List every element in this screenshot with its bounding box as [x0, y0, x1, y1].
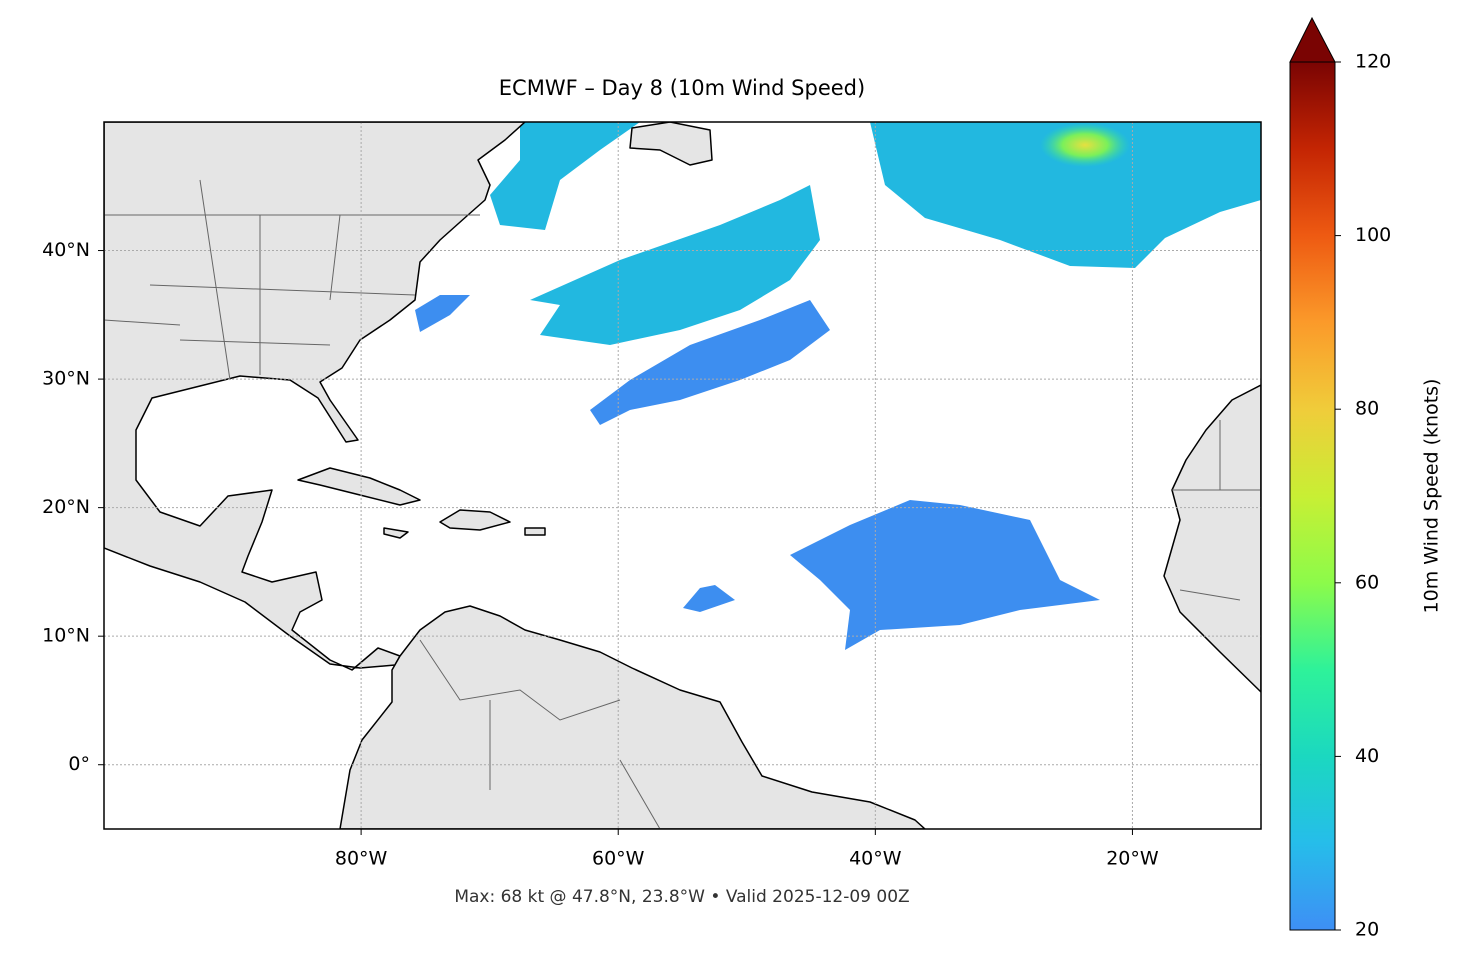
y-tick-label: 40°N [42, 239, 90, 261]
africa [1163, 384, 1261, 693]
x-tick-label: 40°W [849, 848, 902, 870]
newfoundland [629, 122, 713, 166]
wind-area [530, 185, 820, 345]
jamaica [383, 527, 409, 539]
colorbar-tick-label: 100 [1355, 224, 1391, 246]
colorbar-extension [1289, 16, 1336, 63]
land [104, 122, 1261, 829]
x-tick-label: 60°W [592, 848, 645, 870]
y-tick-label: 0° [68, 753, 90, 775]
axes-frame [103, 121, 1262, 830]
wind-area [415, 295, 470, 332]
wind-field [415, 122, 1261, 650]
colorbar-tick-label: 60 [1355, 571, 1379, 593]
wind-area [683, 585, 735, 612]
y-tick-label: 10°N [42, 625, 90, 647]
colorbar-tick-label: 40 [1355, 745, 1379, 767]
wind-area [490, 122, 640, 230]
footer: Max: 68 kt @ 47.8°N, 23.8°W • Valid 2025… [454, 887, 909, 907]
colorbar [1289, 61, 1336, 931]
wind-area [870, 122, 1261, 268]
y-tick-label: 20°N [42, 496, 90, 518]
border [104, 179, 1261, 829]
x-tick-label: 80°W [335, 848, 388, 870]
chart-title: ECMWF – Day 8 (10m Wind Speed) [499, 76, 865, 100]
colorbar-label: 10m Wind Speed (knots) [1421, 379, 1443, 614]
puerto-rico [524, 527, 546, 536]
colorbar-tick-label: 20 [1355, 919, 1379, 941]
x-tick-label: 20°W [1106, 848, 1159, 870]
colorbar-tick-label: 80 [1355, 398, 1379, 420]
wind-max-area [1040, 123, 1130, 167]
hispaniola [439, 509, 511, 531]
map-area [104, 122, 1261, 829]
wind-area [790, 500, 1100, 650]
colorbar-tick-label: 120 [1355, 51, 1391, 73]
cuba [297, 467, 421, 506]
wind-area [590, 300, 830, 425]
south-america [339, 605, 926, 829]
y-tick-label: 30°N [42, 368, 90, 390]
